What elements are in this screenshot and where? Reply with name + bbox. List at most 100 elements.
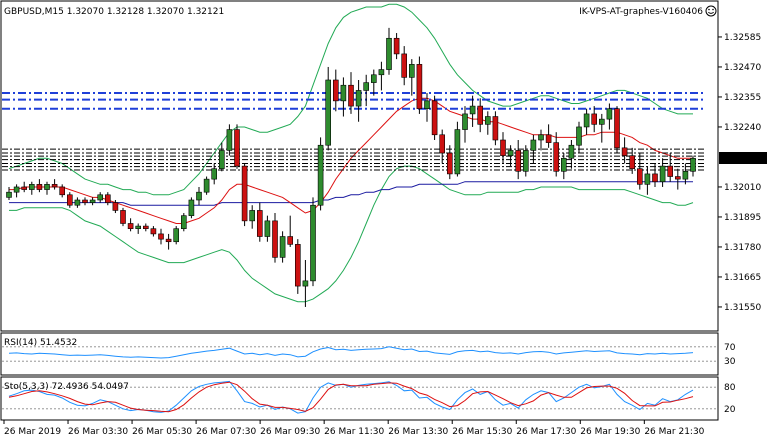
expert-label: IK-VPS-AT-graphes-V160406 xyxy=(579,7,703,17)
candle-body xyxy=(51,184,58,188)
price-tick-label: 1.32240 xyxy=(724,123,761,133)
price-tick-label: 1.31665 xyxy=(724,273,761,283)
candle xyxy=(431,95,438,140)
candle-body xyxy=(112,202,119,211)
candle xyxy=(370,69,377,96)
candle xyxy=(530,134,537,164)
candle xyxy=(203,176,210,195)
time-tick-label: 26 Mar 03:30 xyxy=(68,427,128,437)
candle xyxy=(264,215,271,242)
candle xyxy=(82,197,88,206)
candle-body xyxy=(143,225,149,229)
last-price-tag xyxy=(719,152,767,164)
candle xyxy=(340,77,347,117)
candle-body xyxy=(621,147,628,156)
candle-body xyxy=(507,150,514,156)
candle xyxy=(6,186,12,200)
candle xyxy=(378,61,385,91)
smiley-icon xyxy=(705,5,717,17)
candle xyxy=(439,129,446,164)
candle-body xyxy=(249,210,255,222)
candle xyxy=(287,215,294,247)
candle xyxy=(446,145,453,180)
rsi-level-label: 70 xyxy=(724,343,736,353)
candle-body xyxy=(59,186,66,196)
candle-body xyxy=(325,79,332,146)
candle xyxy=(477,98,484,133)
candle xyxy=(135,223,141,234)
candle-body xyxy=(28,184,35,190)
candle xyxy=(553,132,560,177)
candle-body xyxy=(219,150,225,169)
bollinger-bands xyxy=(8,3,694,303)
price-tick-label: 1.32470 xyxy=(724,63,761,73)
candles xyxy=(6,27,696,307)
candle xyxy=(614,106,620,154)
candle-body xyxy=(393,37,400,55)
time-tick-label: 26 Mar 19:30 xyxy=(580,427,640,437)
candle-body xyxy=(226,129,233,151)
candle xyxy=(97,192,103,203)
candle xyxy=(188,197,195,219)
stoch-label: Sto(5,3,3) 72.4936 54.0497 xyxy=(4,382,129,392)
candle xyxy=(181,213,187,232)
candle-body xyxy=(492,116,499,141)
main-panel: 1.32585 1.32470 1.32355 1.32240 1.32121 1.320… xyxy=(0,0,767,332)
candle xyxy=(629,147,636,174)
candle xyxy=(522,145,529,177)
candle-body xyxy=(340,84,347,102)
candle-body xyxy=(348,84,354,107)
candle-body xyxy=(135,225,141,229)
time-tick-label: 26 Mar 21:30 xyxy=(644,427,704,437)
candle xyxy=(143,223,149,232)
candle-body xyxy=(477,105,484,125)
candle-body xyxy=(279,236,286,258)
candle-body xyxy=(120,210,126,224)
candle-body xyxy=(370,74,377,83)
candle xyxy=(355,80,362,122)
candle xyxy=(158,228,164,245)
level-lines xyxy=(2,92,705,171)
candle-body xyxy=(545,134,552,143)
candle xyxy=(105,192,111,206)
candle-body xyxy=(211,168,217,180)
candle-body xyxy=(165,238,172,243)
candle-body xyxy=(560,157,567,172)
candle-body xyxy=(241,165,248,222)
candle-body xyxy=(636,168,643,185)
candle-body xyxy=(386,37,392,70)
candle xyxy=(127,218,134,232)
candle-body xyxy=(97,194,103,201)
stoch-panel-border xyxy=(0,376,719,421)
candle xyxy=(401,46,408,86)
candle-body xyxy=(67,194,73,206)
last-price-label: 1.32121 xyxy=(722,154,759,164)
candle xyxy=(325,66,332,151)
candle-body xyxy=(606,108,613,120)
candle-body xyxy=(644,173,651,185)
candle-body xyxy=(181,215,187,229)
rsi-level-label: 30 xyxy=(724,357,736,367)
candle xyxy=(667,153,674,182)
candle-body xyxy=(439,134,446,154)
candle-body xyxy=(332,79,339,102)
candle xyxy=(644,166,651,195)
candle-body xyxy=(310,204,316,282)
candle xyxy=(36,179,43,193)
candle xyxy=(393,33,400,60)
candle-body xyxy=(614,108,620,149)
rsi-label: RSI(14) 51.4532 xyxy=(4,338,77,348)
candle-body xyxy=(568,144,575,159)
candle xyxy=(545,124,552,148)
rsi-panel: 30 70 RSI(14) 51.4532 xyxy=(0,332,736,376)
candle-body xyxy=(150,228,157,235)
candle-body xyxy=(234,129,240,167)
candle-body xyxy=(591,113,598,125)
bollinger-lower-line xyxy=(9,165,694,303)
candle xyxy=(583,108,590,135)
candle-body xyxy=(629,155,636,169)
candle xyxy=(44,181,50,195)
